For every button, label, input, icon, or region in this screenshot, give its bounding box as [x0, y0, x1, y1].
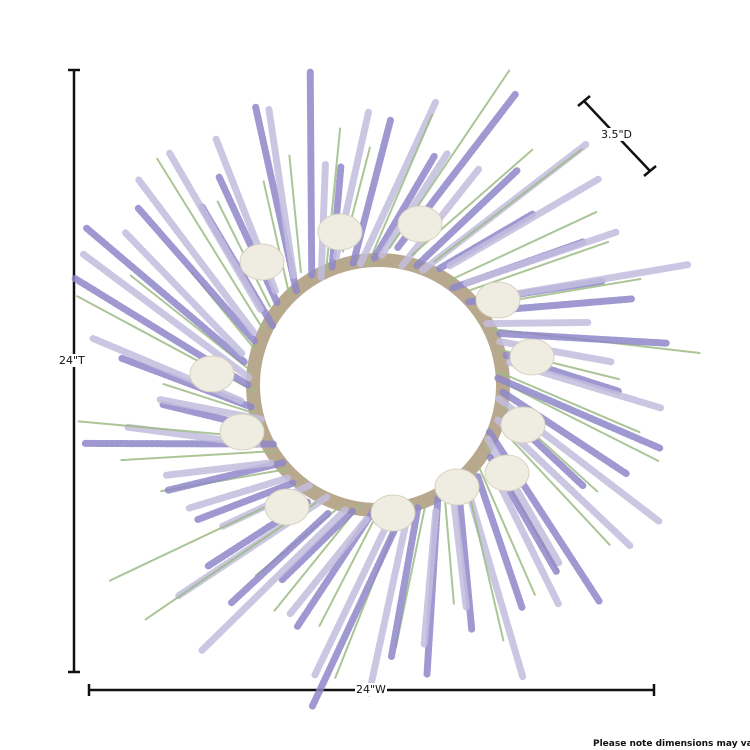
lavender-wreath	[71, 67, 701, 710]
depth-label: 3.5"D	[600, 128, 634, 141]
egg	[509, 338, 555, 376]
dimensions-note: Please note dimensions may vary	[593, 739, 750, 749]
egg	[219, 413, 265, 451]
egg	[370, 494, 416, 532]
egg	[189, 355, 235, 393]
egg	[484, 454, 530, 492]
egg	[397, 205, 443, 243]
egg	[264, 488, 310, 526]
width-label: 24"W	[355, 683, 387, 696]
egg	[317, 213, 363, 251]
egg	[434, 468, 480, 506]
height-label: 24"T	[58, 354, 86, 367]
egg	[475, 281, 521, 319]
egg	[500, 406, 546, 444]
egg	[239, 243, 285, 281]
